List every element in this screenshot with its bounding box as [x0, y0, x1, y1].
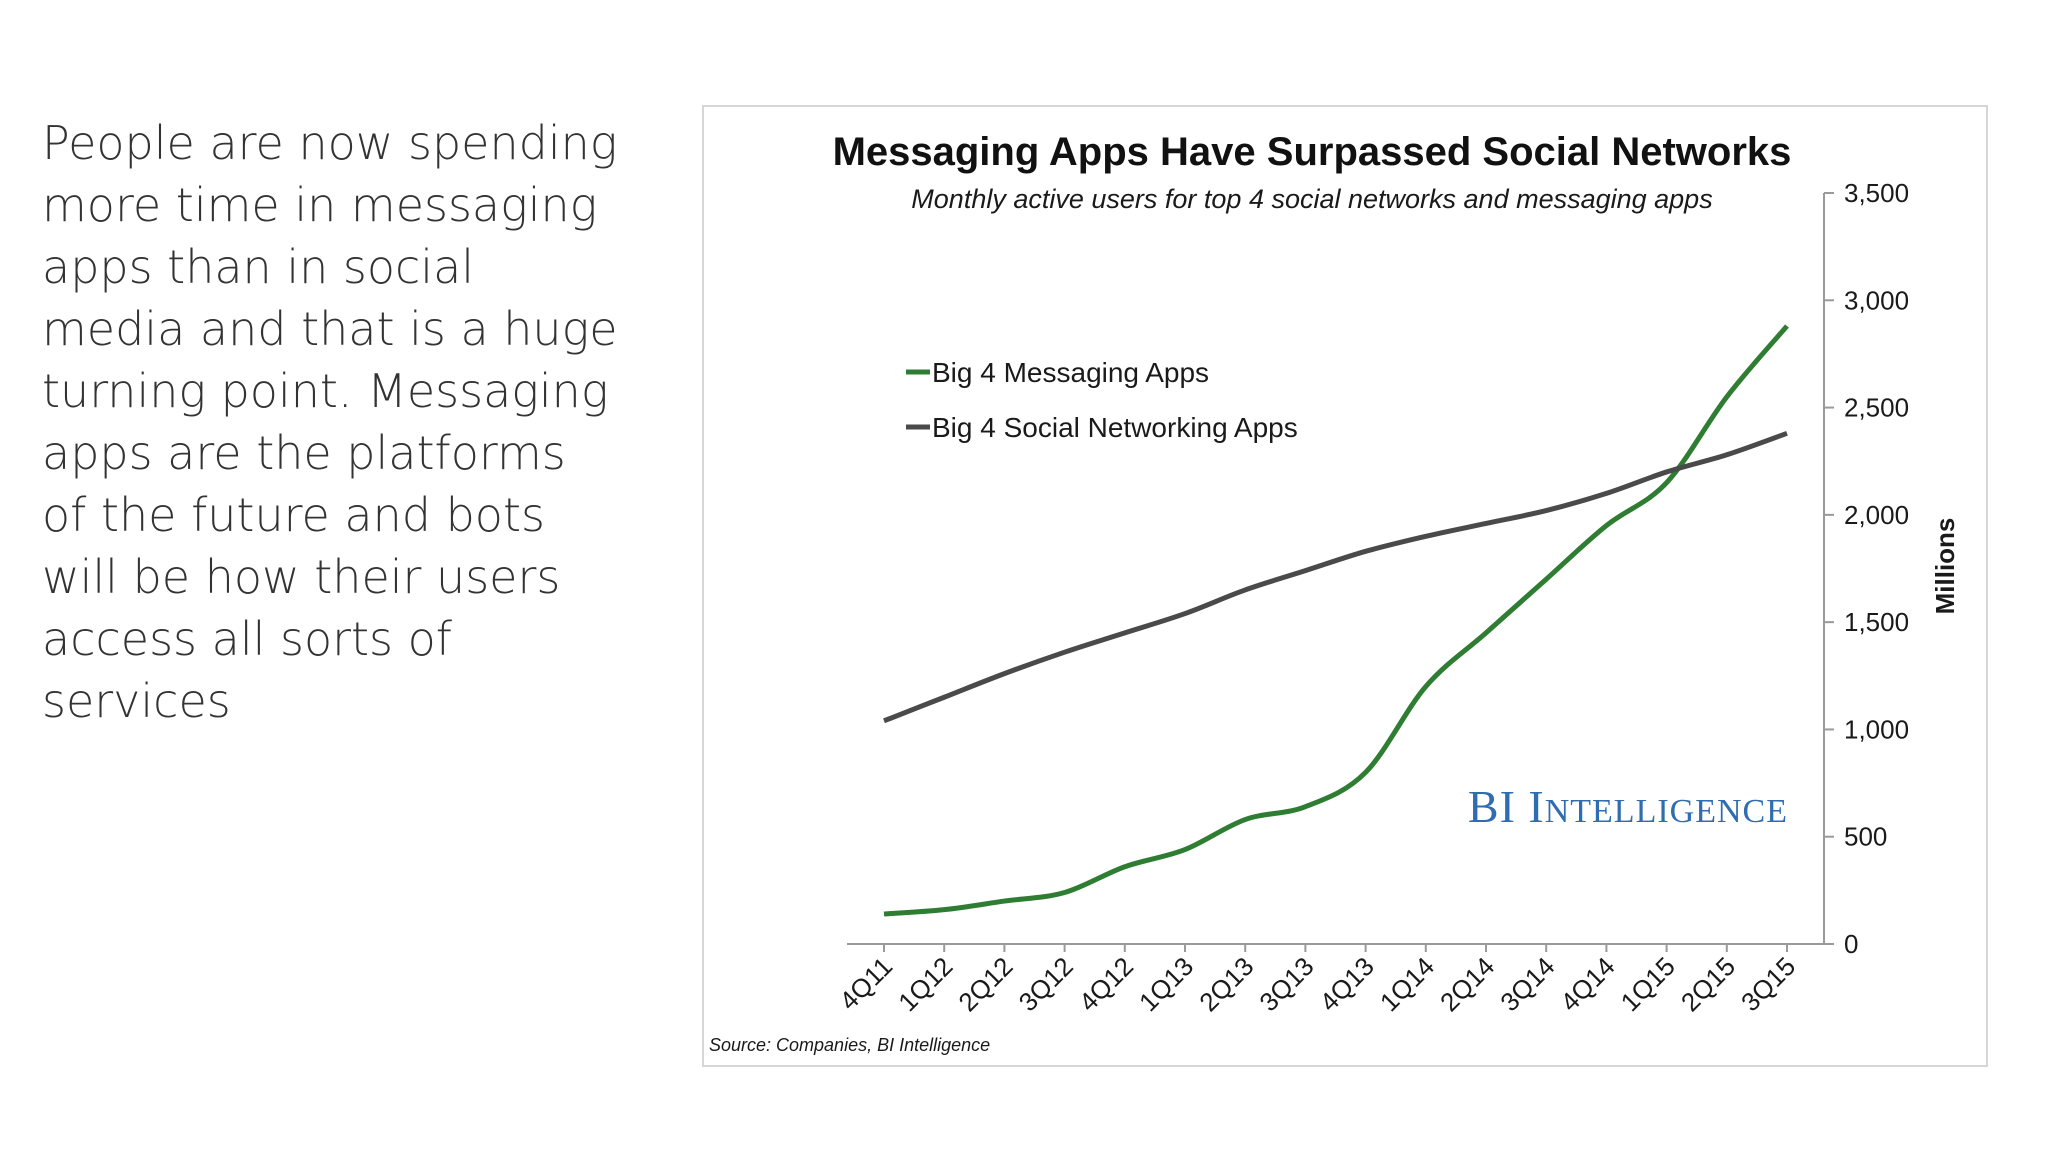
- x-tick-label: 3Q13: [1253, 951, 1319, 1017]
- series-lines: [883, 324, 1789, 917]
- y-tick-label: 1,500: [1844, 607, 1909, 637]
- x-tick-label: 4Q12: [1073, 951, 1139, 1017]
- legend-label-messaging: Big 4 Messaging Apps: [932, 357, 1209, 388]
- x-tick-label: 3Q15: [1735, 951, 1801, 1017]
- legend-label-social: Big 4 Social Networking Apps: [932, 412, 1298, 443]
- bi-intelligence-watermark: BI INTELLIGENCE: [1468, 781, 1788, 832]
- x-tick-label: 3Q14: [1494, 951, 1560, 1017]
- x-tick-label: 4Q13: [1314, 951, 1380, 1017]
- y-tick-label: 0: [1844, 929, 1858, 959]
- x-tick-label: 2Q12: [952, 951, 1018, 1017]
- y-tick-label: 3,000: [1844, 285, 1909, 315]
- x-axis-ticks: 4Q111Q122Q123Q124Q121Q132Q133Q134Q131Q14…: [833, 944, 1801, 1017]
- x-tick-label: 2Q14: [1434, 951, 1500, 1017]
- x-tick-label: 1Q12: [892, 951, 958, 1017]
- y-tick-label: 2,500: [1844, 393, 1909, 423]
- series-line-messaging: [883, 324, 1789, 917]
- x-tick-label: 1Q15: [1615, 951, 1681, 1017]
- chart-title: Messaging Apps Have Surpassed Social Net…: [833, 130, 1792, 174]
- y-tick-label: 1,000: [1844, 714, 1909, 744]
- y-tick-label: 2,000: [1844, 500, 1909, 530]
- chart-legend: Big 4 Messaging Apps Big 4 Social Networ…: [906, 357, 1298, 443]
- x-tick-label: 4Q11: [833, 951, 898, 1016]
- x-tick-label: 1Q13: [1133, 951, 1199, 1017]
- y-tick-label: 500: [1844, 822, 1887, 852]
- chart-subtitle: Monthly active users for top 4 social ne…: [911, 184, 1712, 214]
- x-tick-label: 2Q13: [1193, 951, 1259, 1017]
- chart-frame: Messaging Apps Have Surpassed Social Net…: [702, 105, 1988, 1067]
- x-tick-label: 1Q14: [1374, 951, 1440, 1017]
- slide-body-text: People are now spending more time in mes…: [42, 116, 618, 728]
- x-tick-label: 4Q14: [1554, 951, 1620, 1017]
- y-tick-label: 3,500: [1844, 178, 1909, 208]
- y-axis-label: Millions: [1930, 518, 1960, 615]
- series-line-social: [883, 430, 1788, 724]
- line-chart: Messaging Apps Have Surpassed Social Net…: [709, 130, 1960, 1055]
- y-axis-ticks: 0 500 1,000 1,500 2,000 2,500 3,000 3,500: [1824, 178, 1909, 959]
- x-tick-label: 2Q15: [1675, 951, 1741, 1017]
- x-tick-label: 3Q12: [1013, 951, 1079, 1017]
- chart-source-note: Source: Companies, BI Intelligence: [709, 1035, 990, 1055]
